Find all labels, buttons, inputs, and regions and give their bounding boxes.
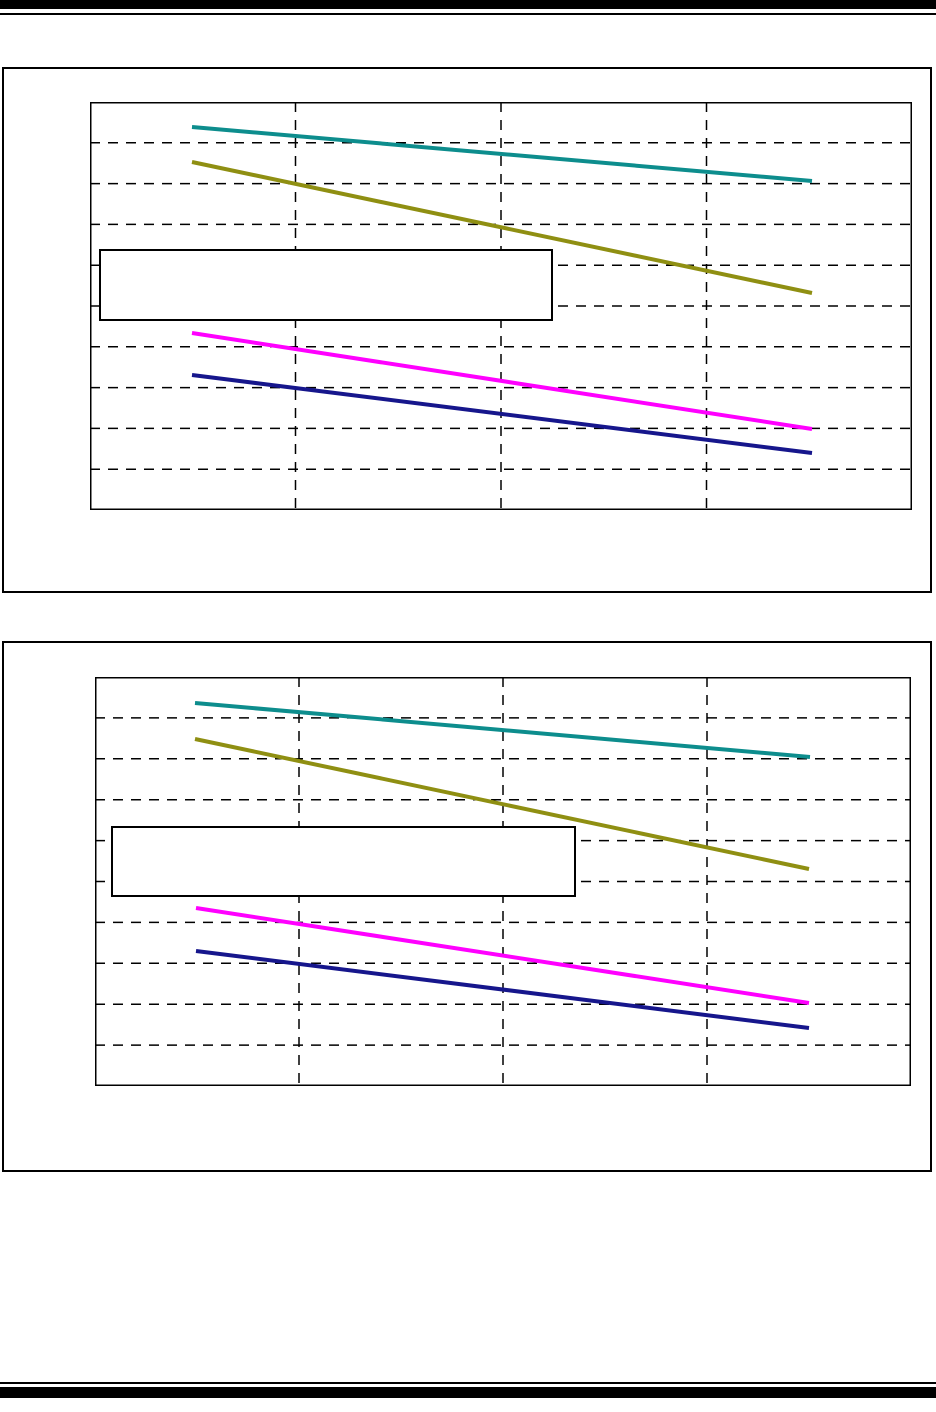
line-chart-bottom-plot-area <box>95 677 911 1086</box>
page-footer-thick-bar <box>0 1387 936 1398</box>
page-header-thick-bar <box>0 0 936 9</box>
figure-frame-bottom <box>2 641 932 1172</box>
figure-frame-top <box>2 67 932 593</box>
olive-line <box>194 737 810 871</box>
teal-line <box>191 125 813 183</box>
legend-box-empty <box>111 826 576 897</box>
magenta-line <box>191 331 813 431</box>
teal-line <box>194 701 811 759</box>
olive-line <box>191 160 813 295</box>
line-chart-top-plot-area <box>90 102 912 510</box>
legend-box-empty <box>99 249 553 321</box>
magenta-line <box>195 906 810 1005</box>
navy-line <box>191 373 813 455</box>
page-footer-thin-rule <box>0 1382 936 1384</box>
navy-line <box>195 949 810 1030</box>
plot-border <box>90 102 912 510</box>
page-header-thin-rule <box>0 13 936 15</box>
plot-border <box>95 677 911 1086</box>
